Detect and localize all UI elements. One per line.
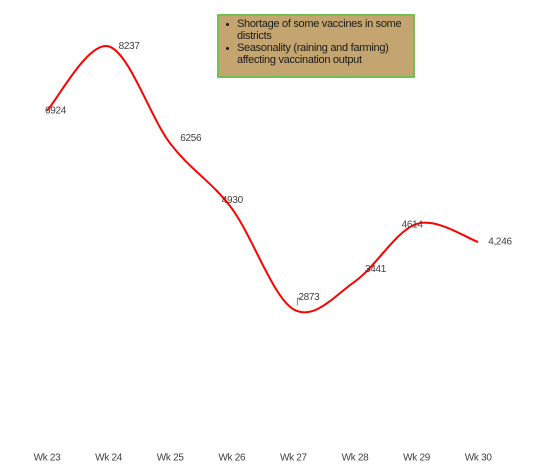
bullet bbox=[226, 23, 229, 26]
annotation-box: Shortage of some vaccines in some distri… bbox=[217, 14, 415, 78]
data-label: 2873 bbox=[298, 292, 320, 303]
x-tick-label: Wk 28 bbox=[342, 453, 370, 464]
annotation-item: Seasonality (raining and farming) affect… bbox=[223, 42, 409, 66]
x-tick-label: Wk 25 bbox=[157, 453, 185, 464]
x-tick-label: Wk 30 bbox=[465, 453, 493, 464]
annotation-text: Shortage of some vaccines in some distri… bbox=[237, 18, 402, 42]
bullet bbox=[226, 47, 229, 50]
data-label: 8237 bbox=[119, 41, 141, 52]
label-leader bbox=[296, 297, 302, 306]
line bbox=[46, 45, 479, 314]
x-tick-label: Wk 23 bbox=[34, 453, 62, 464]
data-label: 6256 bbox=[180, 133, 202, 144]
data-label: 4614 bbox=[402, 220, 424, 231]
x-tick-label: Wk 29 bbox=[403, 453, 431, 464]
x-tick-label: Wk 24 bbox=[95, 453, 123, 464]
data-label: 3441 bbox=[365, 264, 387, 275]
annotation-text: Seasonality (raining and farming) affect… bbox=[237, 42, 389, 66]
x-tick-label: Wk 26 bbox=[218, 453, 246, 464]
data-label: 4,246 bbox=[488, 237, 512, 248]
x-tick-label: Wk 27 bbox=[280, 453, 308, 464]
data-label: 6924 bbox=[45, 105, 67, 116]
annotation-item: Shortage of some vaccines in some distri… bbox=[223, 18, 409, 42]
data-label: 4930 bbox=[222, 195, 244, 206]
